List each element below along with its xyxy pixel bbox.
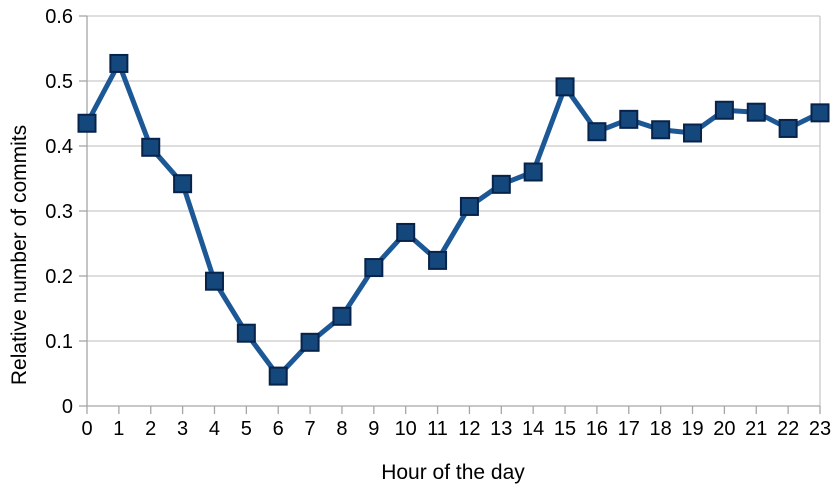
y-tick-label: 0.2 (45, 266, 73, 288)
data-point-marker (396, 222, 416, 242)
x-tick-label: 12 (458, 418, 480, 440)
x-tick-label: 7 (305, 418, 316, 440)
series-group (77, 53, 830, 386)
data-point-marker (714, 100, 734, 120)
x-tick-label: 18 (650, 418, 672, 440)
series-line (84, 60, 822, 379)
x-tick-label: 11 (427, 418, 448, 440)
x-tick-label: 16 (586, 418, 608, 440)
y-tick-label: 0.1 (45, 331, 73, 353)
data-point-marker (77, 113, 97, 133)
x-tick-label: 23 (809, 418, 831, 440)
data-point-marker (173, 174, 193, 194)
data-point-marker (555, 77, 575, 97)
x-tick-label: 10 (395, 418, 417, 440)
x-tick-label: 15 (554, 418, 576, 440)
x-tick-label: 13 (490, 418, 512, 440)
x-tick-label: 0 (81, 418, 92, 440)
x-tick-label: 21 (745, 418, 767, 440)
x-tick-label: 3 (177, 418, 188, 440)
data-point-marker (651, 120, 671, 140)
x-tick-label: 6 (273, 418, 284, 440)
x-tick-label: 2 (145, 418, 156, 440)
data-point-marker (109, 53, 129, 73)
data-point-marker (332, 306, 352, 326)
y-axis-title: Relative number of commits (8, 125, 31, 385)
y-tick-label: 0.3 (45, 201, 73, 223)
data-point-marker (810, 103, 830, 123)
x-tick-label: 8 (336, 418, 347, 440)
data-point-marker (268, 366, 288, 386)
x-tick-label: 20 (713, 418, 735, 440)
x-tick-label: 17 (618, 418, 640, 440)
x-tick-label: 9 (368, 418, 379, 440)
gridlines-group (87, 15, 821, 406)
x-tick-label: 4 (209, 418, 220, 440)
y-tick-label: 0.4 (45, 136, 73, 158)
y-tick-label: 0.6 (45, 6, 73, 28)
data-point-marker (587, 122, 607, 142)
x-tick-label: 14 (522, 418, 544, 440)
data-point-marker (300, 332, 320, 352)
x-tick-label: 19 (681, 418, 703, 440)
data-point-marker (364, 258, 384, 278)
x-tick-label: 5 (241, 418, 252, 440)
data-point-marker (428, 250, 448, 270)
data-point-marker (141, 137, 161, 157)
data-point-marker (459, 196, 479, 216)
axes-group (79, 15, 821, 414)
x-tick-label: 22 (777, 418, 799, 440)
data-point-marker (778, 118, 798, 138)
tick-labels-group: 00.10.20.30.40.50.60 1 2 3 4 5 6 7 8 9 10 11 12 13 14 1… (45, 6, 831, 440)
y-tick-label: 0.5 (45, 71, 73, 93)
data-point-marker (619, 109, 639, 129)
data-point-marker (746, 102, 766, 122)
x-tick-label: 1 (113, 418, 124, 440)
data-point-marker (236, 323, 256, 343)
data-point-marker (523, 162, 543, 182)
data-point-marker (683, 123, 703, 143)
y-tick-label: 0 (62, 396, 73, 418)
data-point-marker (491, 174, 511, 194)
data-point-marker (204, 271, 224, 291)
x-axis-title: Hour of the day (381, 461, 525, 484)
